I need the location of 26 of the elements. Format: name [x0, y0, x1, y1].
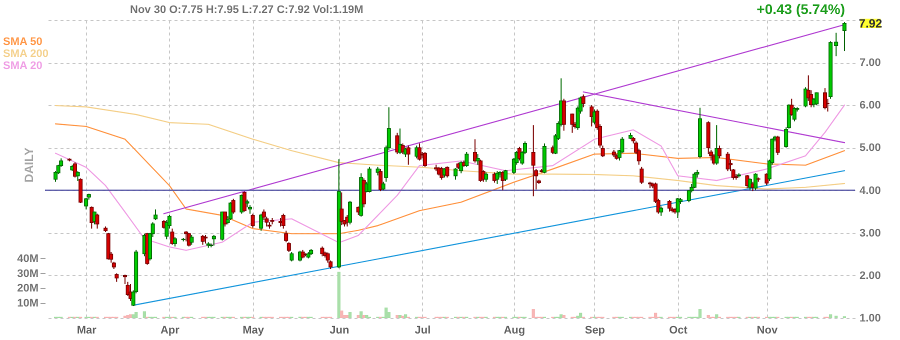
y2-tick-label: 40M [17, 252, 38, 265]
y-tick-label: 1.00 [860, 312, 881, 324]
x-tick-label: Sep [584, 324, 606, 336]
y-tick-label: 4.00 [860, 184, 881, 197]
y-tick-label: 7.00 [860, 57, 881, 70]
x-tick-label: Jul [414, 324, 431, 336]
text: SMA 50 [3, 36, 42, 48]
y2-tick-label: 10M [17, 298, 38, 310]
chart-title: Nov 30 O:7.75 H:7.95 L:7.27 C:7.92 Vol:1.19M [130, 4, 364, 16]
x-tick-label: May [242, 324, 265, 336]
y-tick-label: 6.00 [860, 100, 881, 112]
y-tick-label: 3.00 [860, 227, 881, 240]
y2-tick-label: 20M [17, 282, 38, 295]
text: SMA 20 [3, 60, 42, 72]
x-tick-label: Jun [330, 324, 350, 336]
y-tick-label: 5.00 [860, 142, 881, 154]
text: SMA 200 [3, 48, 48, 60]
x-tick-label: Nov [756, 324, 778, 336]
text: DAILY [22, 148, 36, 182]
chart-subtitle: +0.43 (5.74%) [756, 1, 845, 17]
x-tick-label: Oct [669, 324, 688, 336]
y-tick-label: 2.00 [860, 270, 881, 282]
x-tick-label: Mar [76, 324, 98, 336]
x-tick-label: Aug [504, 324, 526, 336]
x-tick-label: Apr [160, 324, 180, 336]
y2-tick-label: 30M [17, 268, 38, 280]
